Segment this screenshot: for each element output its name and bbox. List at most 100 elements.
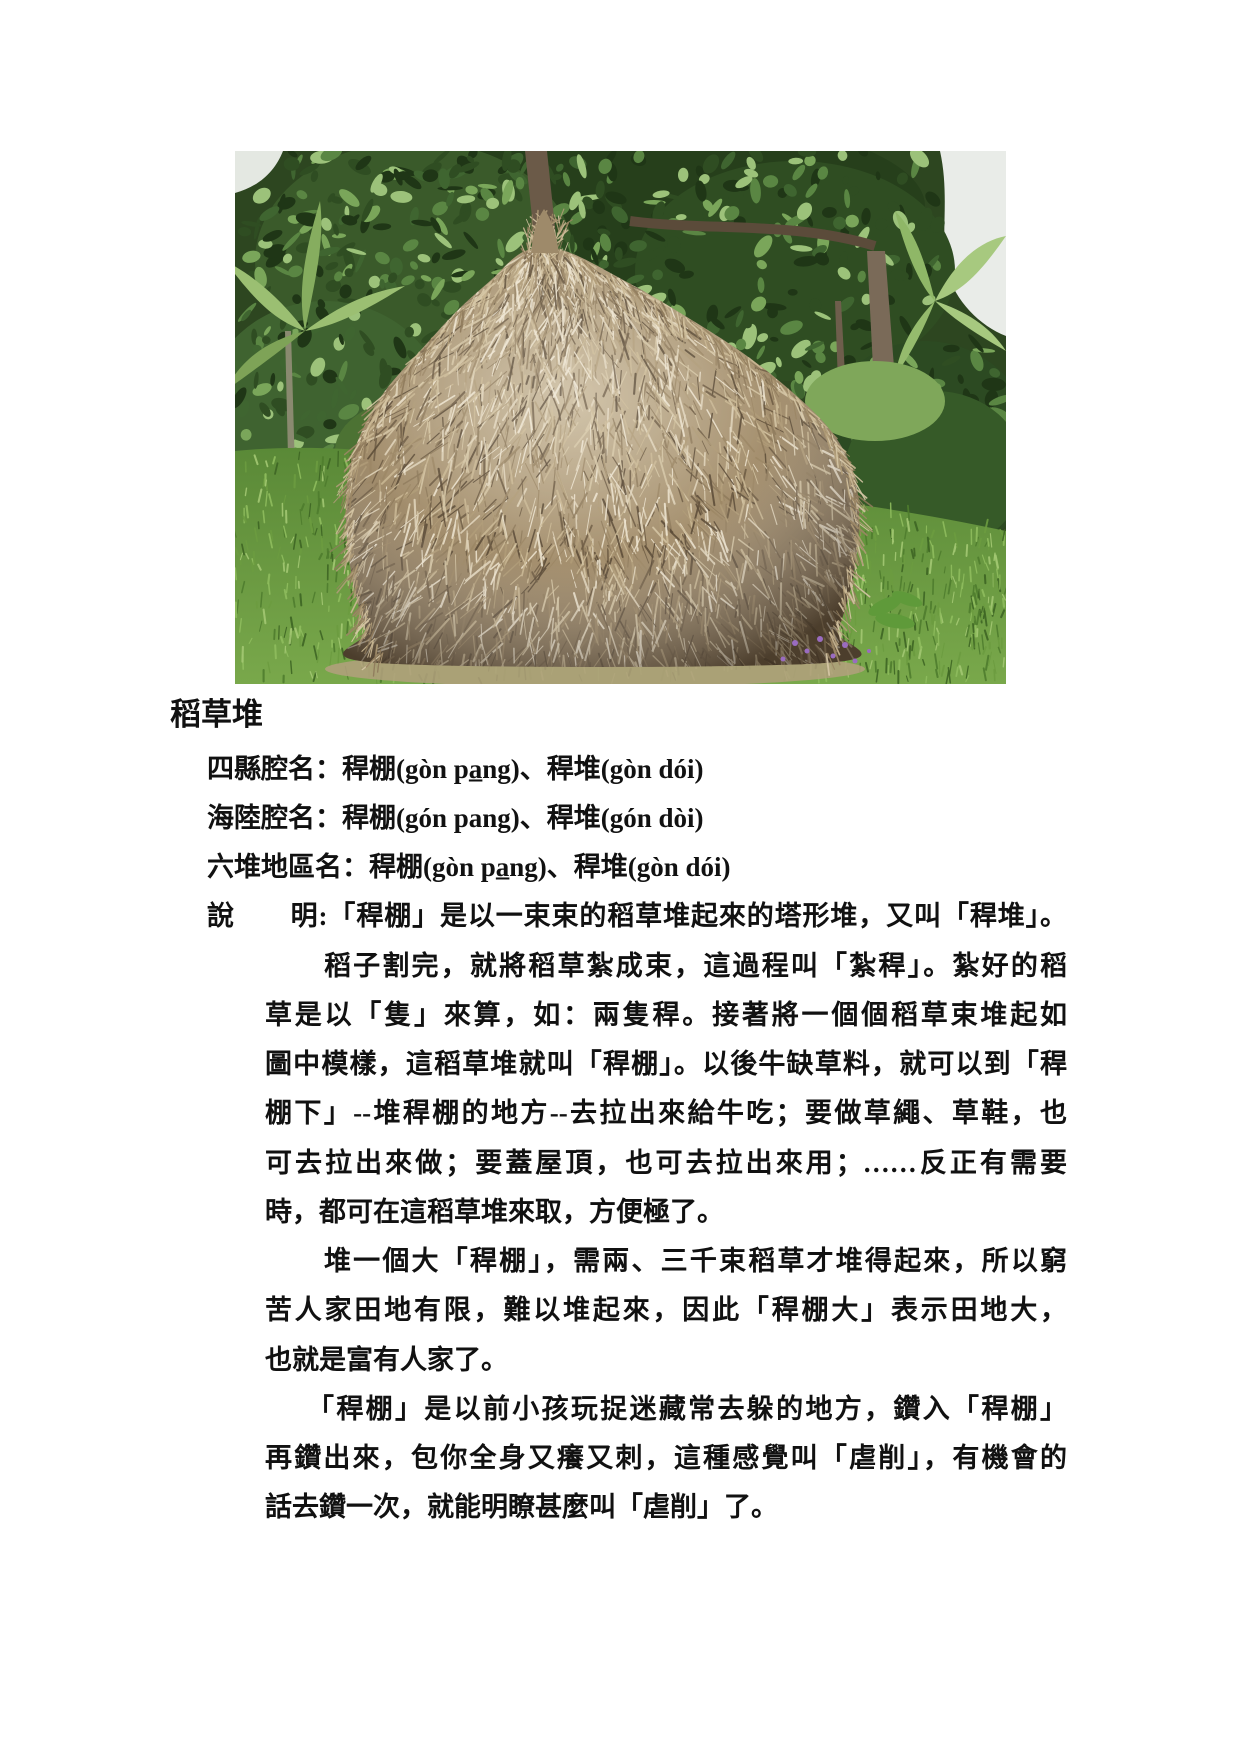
straw-strand — [832, 625, 850, 640]
straw-strand — [363, 426, 370, 439]
leaf — [277, 381, 284, 392]
leaf — [756, 260, 767, 270]
straw-strand — [788, 394, 805, 407]
leaf — [495, 258, 504, 266]
grass-blade — [253, 454, 259, 466]
grass-blade — [882, 643, 885, 652]
grass-blade — [875, 645, 878, 654]
leaf — [375, 251, 390, 265]
grass-blade — [921, 553, 925, 563]
leaf — [393, 336, 407, 359]
straw-strand — [832, 448, 838, 466]
grass-blade — [840, 624, 845, 640]
grass-blade — [974, 584, 980, 599]
leaf — [611, 206, 628, 224]
leaf — [344, 326, 356, 341]
leaf — [361, 198, 374, 222]
leaf — [316, 410, 327, 422]
straw-strand — [461, 309, 465, 329]
grass-blade — [288, 628, 293, 645]
grass-blade — [935, 643, 938, 651]
leaf — [756, 345, 766, 360]
grass-blade — [311, 591, 316, 604]
leaf — [390, 190, 413, 203]
grass-blade — [1001, 593, 1006, 601]
grass-blade — [267, 661, 271, 674]
straw-strand — [842, 585, 847, 610]
grass-blade — [975, 526, 978, 542]
straw-strand — [452, 309, 464, 320]
grass-blade — [914, 613, 919, 622]
grass-blade — [320, 535, 324, 552]
leaf — [970, 350, 984, 372]
straw-strand — [708, 334, 715, 345]
leaf — [389, 257, 403, 276]
straw-strand — [372, 651, 377, 677]
grass-blade — [989, 533, 993, 548]
grass-blade — [860, 578, 865, 591]
straw-strand — [418, 346, 428, 354]
leaf — [414, 279, 425, 290]
grass-blade — [971, 596, 976, 608]
leaf — [846, 186, 860, 196]
grass-blade — [245, 540, 249, 551]
leaf — [845, 214, 859, 228]
leaf — [436, 217, 448, 236]
straw-strand — [855, 552, 861, 566]
grass-blade — [343, 461, 348, 474]
leaf — [372, 223, 392, 231]
straw-strand — [508, 256, 524, 274]
leaf — [728, 188, 744, 204]
leaf — [802, 237, 818, 244]
grass-blade — [997, 646, 1002, 654]
leaf — [645, 230, 666, 242]
sky-left — [235, 151, 283, 193]
leaf — [323, 419, 337, 430]
grass-blade — [297, 463, 302, 479]
leaf — [743, 168, 759, 178]
leaf — [262, 230, 283, 242]
grass-blade — [299, 539, 303, 549]
grass-blade — [236, 599, 240, 614]
straw-strand — [390, 376, 402, 392]
grass-blade — [340, 623, 343, 639]
haystack-ragged-edge — [329, 208, 874, 677]
grass-blade — [976, 609, 981, 626]
grass-blade — [891, 577, 894, 591]
straw-strand — [443, 311, 458, 333]
straw-strand — [669, 311, 674, 334]
leaf — [282, 231, 301, 251]
leaf — [815, 351, 826, 364]
grass-blade — [910, 583, 914, 593]
grass-blade — [954, 545, 957, 553]
grass-blade — [929, 540, 934, 548]
straw-strand — [505, 263, 516, 275]
leaf — [679, 270, 694, 279]
straw-strand — [853, 529, 864, 551]
leaf — [431, 278, 445, 301]
grass-blade — [347, 618, 352, 627]
leaf — [238, 400, 250, 418]
leaf — [757, 333, 769, 343]
straw-strand — [845, 586, 850, 607]
grass-blade — [951, 591, 955, 604]
straw-strand — [446, 322, 454, 347]
grass-blade — [235, 546, 240, 556]
leaf — [468, 151, 478, 159]
leaf — [402, 239, 419, 252]
straw-strand — [856, 503, 866, 513]
grass-blade — [299, 593, 303, 607]
straw-strand — [850, 552, 859, 566]
grass-blade — [893, 660, 896, 675]
leaf — [327, 193, 336, 203]
leaf — [941, 355, 961, 366]
leaf — [335, 376, 348, 396]
leaf — [842, 175, 849, 185]
straw-strand — [369, 641, 374, 658]
leaf — [590, 247, 599, 265]
leaf — [325, 279, 342, 293]
grass-blade — [930, 609, 934, 625]
leaf — [857, 270, 866, 283]
straw-strand — [361, 446, 365, 461]
straw-strand — [849, 553, 856, 568]
